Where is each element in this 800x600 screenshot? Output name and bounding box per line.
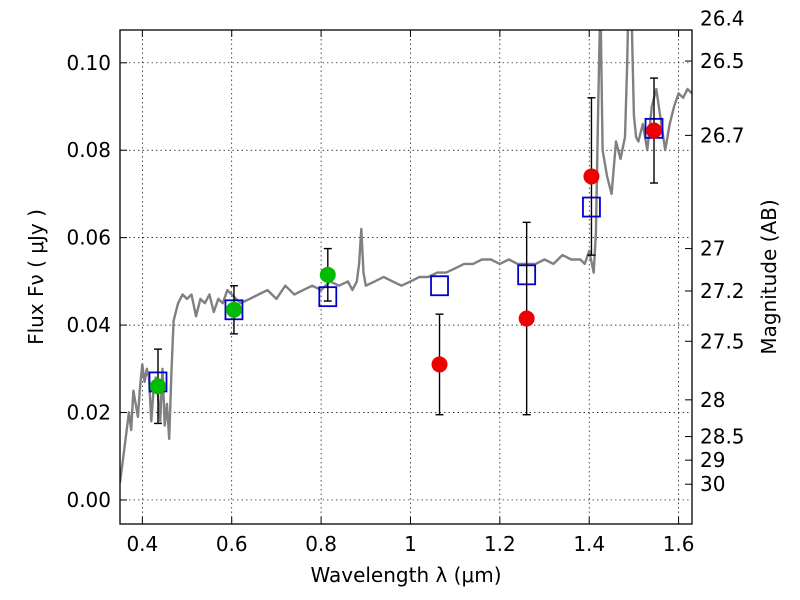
x-tick-label: 0.4	[126, 532, 158, 556]
x-tick-label: 1.4	[573, 532, 605, 556]
right-tick-label: 27.5	[700, 329, 745, 353]
y-tick-label: 0.06	[66, 226, 111, 250]
y-tick-label: 0.10	[66, 51, 111, 75]
right-tick-label: 28.5	[700, 425, 745, 449]
right-tick-label: 27.2	[700, 279, 745, 303]
plot-frame	[119, 29, 693, 525]
axis-ticks: 0.4 0.6 0.8 1 1.2 1.4 1.6 0.00 0.02 0.04 0.06 0.08 0…	[66, 7, 744, 556]
right-tick-label: 26.4	[700, 7, 745, 31]
photometry-layer	[148, 77, 664, 425]
x-tick-label: 1.6	[663, 532, 695, 556]
y-axis-label: Flux Fν ( μJy )	[24, 209, 48, 345]
y-axis-right-label: Magnitude (AB)	[757, 199, 781, 354]
red-photometry-point	[646, 122, 663, 139]
y-tick-label: 0.02	[66, 401, 111, 425]
x-tick-label: 1	[404, 532, 417, 556]
x-tick-label: 0.8	[305, 532, 337, 556]
grid	[120, 30, 692, 524]
model-square-marker	[430, 275, 449, 297]
y-tick-label: 0.08	[66, 138, 111, 162]
red-photometry-point	[431, 356, 448, 373]
spectrum-layer	[120, 30, 692, 483]
spectrum-line	[120, 30, 692, 483]
right-tick-label: 26.7	[700, 123, 745, 147]
x-axis-label: Wavelength λ (μm)	[310, 563, 501, 587]
green-photometry-point	[319, 266, 336, 283]
x-tick-label: 1.2	[484, 532, 516, 556]
green-photometry-point	[225, 301, 242, 318]
right-tick-label: 28	[700, 388, 725, 412]
red-photometry-point	[518, 310, 535, 327]
green-photometry-point	[149, 378, 166, 395]
right-tick-label: 26.5	[700, 49, 745, 73]
x-tick-label: 0.6	[216, 532, 248, 556]
y-tick-label: 0.04	[66, 313, 111, 337]
red-photometry-point	[583, 168, 600, 185]
right-tick-label: 27	[700, 237, 725, 261]
y-tick-label: 0.00	[66, 488, 111, 512]
right-tick-label: 29	[700, 448, 725, 472]
right-tick-label: 30	[700, 472, 725, 496]
